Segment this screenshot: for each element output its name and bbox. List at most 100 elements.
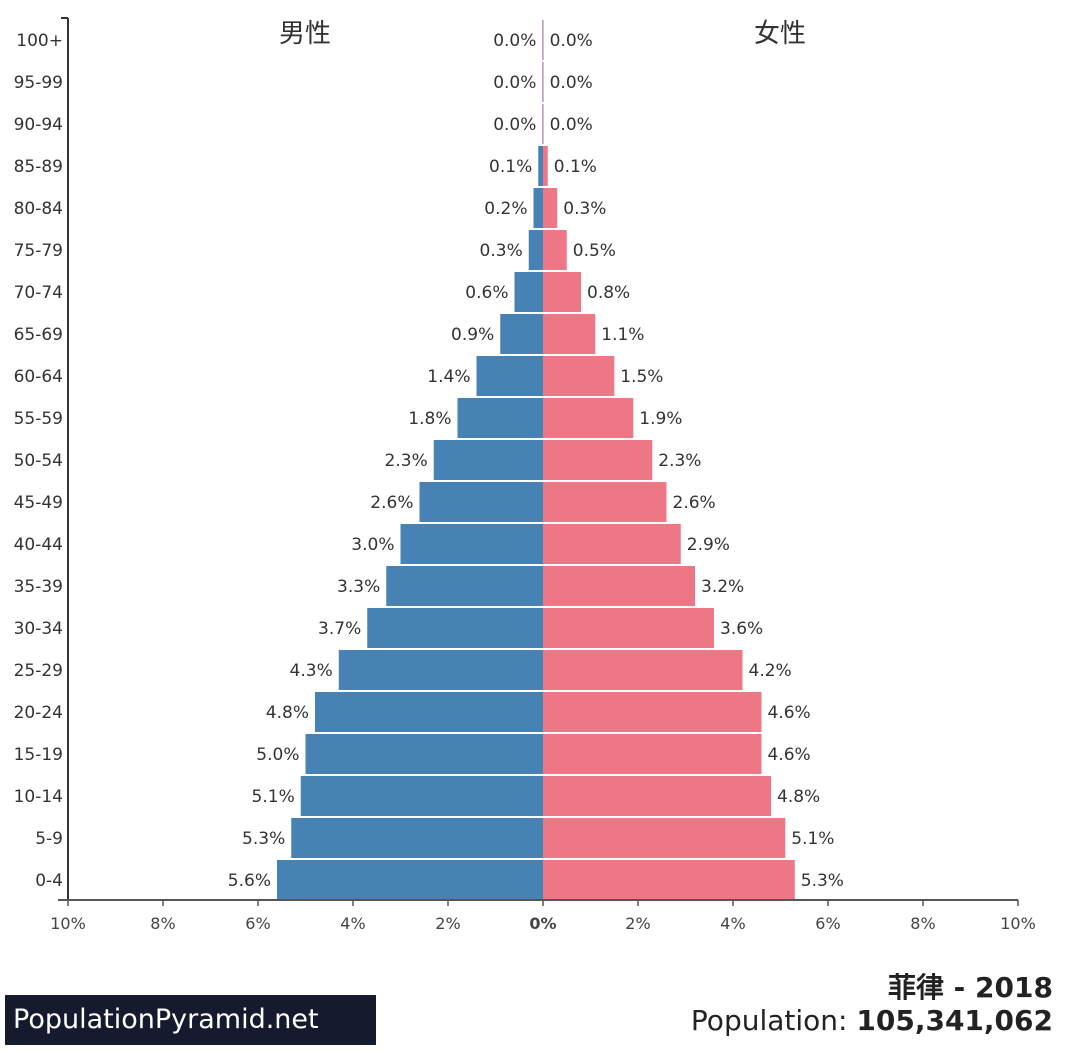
male-bar (542, 20, 543, 60)
age-group-label: 90-94 (14, 115, 63, 135)
x-tick-label: 6% (245, 914, 270, 933)
male-value-label: 1.8% (408, 409, 451, 429)
female-bar (543, 650, 743, 690)
female-value-label: 0.0% (550, 73, 593, 93)
x-tick-label: 2% (435, 914, 460, 933)
female-value-label: 2.3% (658, 451, 701, 471)
male-value-label: 5.1% (252, 787, 295, 807)
female-value-label: 4.6% (768, 745, 811, 765)
female-value-label: 3.6% (720, 619, 763, 639)
age-group-label: 100+ (16, 31, 63, 51)
female-bar (543, 440, 653, 480)
female-bar (543, 104, 544, 144)
age-group-label: 65-69 (14, 325, 63, 345)
male-bar (386, 566, 543, 606)
male-bar (315, 692, 543, 732)
male-bar (528, 230, 543, 270)
male-bar (338, 650, 543, 690)
female-value-label: 0.1% (554, 157, 597, 177)
populationpyramid-logo[interactable]: PopulationPyramid.net (5, 995, 376, 1045)
age-group-label: 85-89 (14, 157, 63, 177)
male-value-label: 5.0% (256, 745, 299, 765)
male-value-label: 5.3% (242, 829, 285, 849)
age-group-label: 30-34 (14, 619, 63, 639)
female-bar (543, 776, 771, 816)
male-bar (291, 818, 543, 858)
male-bar (400, 524, 543, 564)
age-group-label: 50-54 (14, 451, 63, 471)
female-value-label: 1.9% (639, 409, 682, 429)
male-value-label: 2.6% (370, 493, 413, 513)
age-group-label: 60-64 (14, 367, 63, 387)
male-bar (533, 188, 543, 228)
male-value-label: 0.3% (480, 241, 523, 261)
age-group-label: 80-84 (14, 199, 63, 219)
female-bar (543, 818, 786, 858)
age-group-label: 0-4 (35, 871, 63, 891)
male-value-label: 0.0% (493, 73, 536, 93)
age-group-label: 20-24 (14, 703, 63, 723)
male-value-label: 0.0% (493, 31, 536, 51)
male-series-title: 男性 (279, 19, 331, 49)
male-bar (277, 860, 543, 900)
female-bar (543, 734, 762, 774)
female-value-label: 0.8% (587, 283, 630, 303)
female-bar (543, 860, 795, 900)
female-value-label: 5.1% (791, 829, 834, 849)
female-bar (543, 146, 548, 186)
x-tick-label: 10% (50, 914, 86, 933)
age-group-label: 55-59 (14, 409, 63, 429)
male-bar (367, 608, 543, 648)
population-label: Population: (690, 1004, 848, 1037)
country-year-title: 菲律 - 2018 (887, 971, 1053, 1004)
female-value-label: 4.2% (749, 661, 792, 681)
x-tick-label: 10% (1000, 914, 1036, 933)
x-tick-label: 8% (150, 914, 175, 933)
age-group-label: 95-99 (14, 73, 63, 93)
x-tick-label: 4% (720, 914, 745, 933)
male-value-label: 0.0% (493, 115, 536, 135)
x-tick-label: 6% (815, 914, 840, 933)
female-bar (543, 62, 544, 102)
age-group-label: 5-9 (35, 829, 63, 849)
female-bar (543, 482, 667, 522)
female-value-label: 3.2% (701, 577, 744, 597)
female-value-label: 2.9% (687, 535, 730, 555)
population-total: Population: 105,341,062 (691, 1004, 1053, 1037)
male-bar (542, 104, 543, 144)
age-group-label: 75-79 (14, 241, 63, 261)
male-bar (514, 272, 543, 312)
age-group-label: 25-29 (14, 661, 63, 681)
female-bar (543, 566, 695, 606)
male-bar (419, 482, 543, 522)
population-pyramid-chart: 男性 女性 5.6% 5.3% 0-4 5.3% 5.1% 5-9 5.1% 4.8% 10-14 5… (14, 17, 1036, 933)
female-bar (543, 188, 558, 228)
female-bar (543, 314, 596, 354)
population-value: 105,341,062 (856, 1004, 1053, 1037)
female-bar (543, 356, 615, 396)
male-value-label: 0.9% (451, 325, 494, 345)
x-tick-label: 2% (625, 914, 650, 933)
male-bar (433, 440, 543, 480)
male-value-label: 5.6% (228, 871, 271, 891)
female-bar (543, 20, 544, 60)
female-value-label: 1.5% (620, 367, 663, 387)
age-group-label: 45-49 (14, 493, 63, 513)
female-bar (543, 524, 681, 564)
age-group-label: 70-74 (14, 283, 63, 303)
female-value-label: 5.3% (801, 871, 844, 891)
female-value-label: 1.1% (601, 325, 644, 345)
male-bar (542, 62, 543, 102)
male-value-label: 0.6% (465, 283, 508, 303)
female-value-label: 0.0% (550, 31, 593, 51)
male-value-label: 3.7% (318, 619, 361, 639)
female-value-label: 0.3% (563, 199, 606, 219)
male-bar (500, 314, 543, 354)
female-series-title: 女性 (754, 19, 806, 49)
male-value-label: 0.2% (484, 199, 527, 219)
male-value-label: 3.3% (337, 577, 380, 597)
age-group-label: 40-44 (14, 535, 63, 555)
male-value-label: 2.3% (385, 451, 428, 471)
female-bar (543, 272, 581, 312)
female-value-label: 4.8% (777, 787, 820, 807)
